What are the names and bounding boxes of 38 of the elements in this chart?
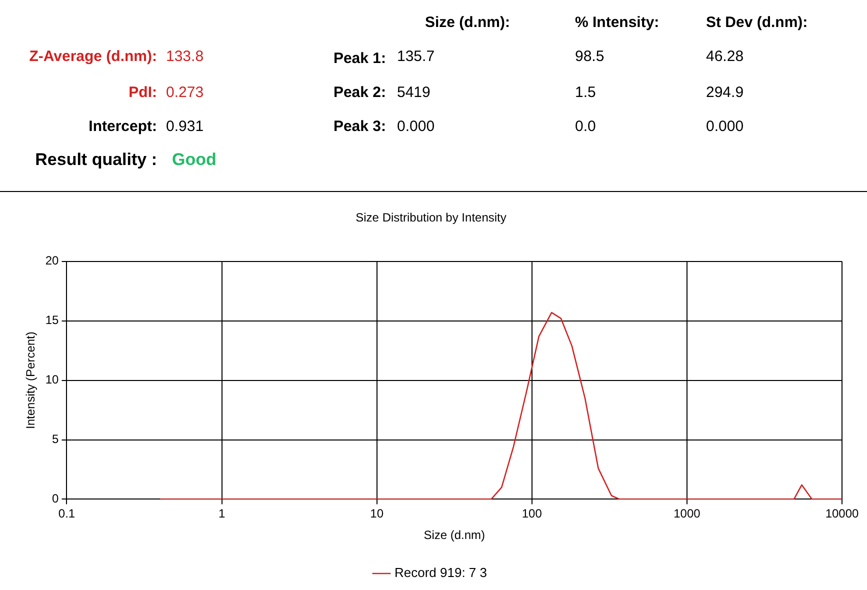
text: 133.8 bbox=[166, 48, 204, 66]
text: 0.000 bbox=[397, 118, 435, 136]
text: 135.7 bbox=[397, 48, 435, 66]
text: 1.5 bbox=[575, 84, 596, 102]
text: 0.931 bbox=[166, 118, 204, 136]
text: 98.5 bbox=[575, 48, 604, 66]
y-tick-label: 5 bbox=[52, 432, 60, 446]
text: % Intensity: bbox=[575, 14, 660, 32]
x-tick-label: 100 bbox=[522, 506, 542, 521]
x-tick-label: 10 bbox=[370, 506, 384, 521]
text: Z-Average (d.nm): bbox=[29, 48, 157, 66]
text: Good bbox=[172, 150, 216, 169]
text: Result quality : bbox=[35, 150, 157, 169]
text: Peak 3: bbox=[333, 118, 386, 136]
x-tick-label: 1 bbox=[218, 506, 226, 521]
text: 5419 bbox=[397, 84, 430, 102]
y-tick-label: 20 bbox=[45, 254, 60, 268]
text: 294.9 bbox=[706, 84, 744, 102]
text: Intercept: bbox=[88, 118, 157, 136]
text: Peak 1: bbox=[333, 50, 386, 68]
x-axis-title: Size (d.nm) bbox=[424, 528, 486, 542]
y-tick-label: 15 bbox=[45, 313, 60, 328]
text: 46.28 bbox=[706, 48, 744, 66]
x-tick-label: 1000 bbox=[674, 506, 701, 521]
text: Size (d.nm): bbox=[425, 14, 510, 32]
y-tick-label: 10 bbox=[45, 372, 60, 387]
chart-title: Size Distribution by Intensity bbox=[356, 210, 506, 225]
x-tick-label: 10000 bbox=[825, 506, 860, 521]
text: 0.000 bbox=[706, 118, 744, 136]
text: St Dev (d.nm): bbox=[706, 14, 808, 32]
text: Peak 2: bbox=[333, 84, 386, 102]
x-tick-label: 0.1 bbox=[58, 506, 76, 521]
y-axis-title: Intensity (Percent) bbox=[24, 332, 38, 429]
y-tick-label: 0 bbox=[52, 492, 60, 506]
text: 0.273 bbox=[166, 84, 204, 102]
legend-label: Record 919: 7 3 bbox=[394, 565, 488, 580]
text: 0.0 bbox=[575, 118, 596, 136]
text: PdI: bbox=[128, 84, 157, 102]
